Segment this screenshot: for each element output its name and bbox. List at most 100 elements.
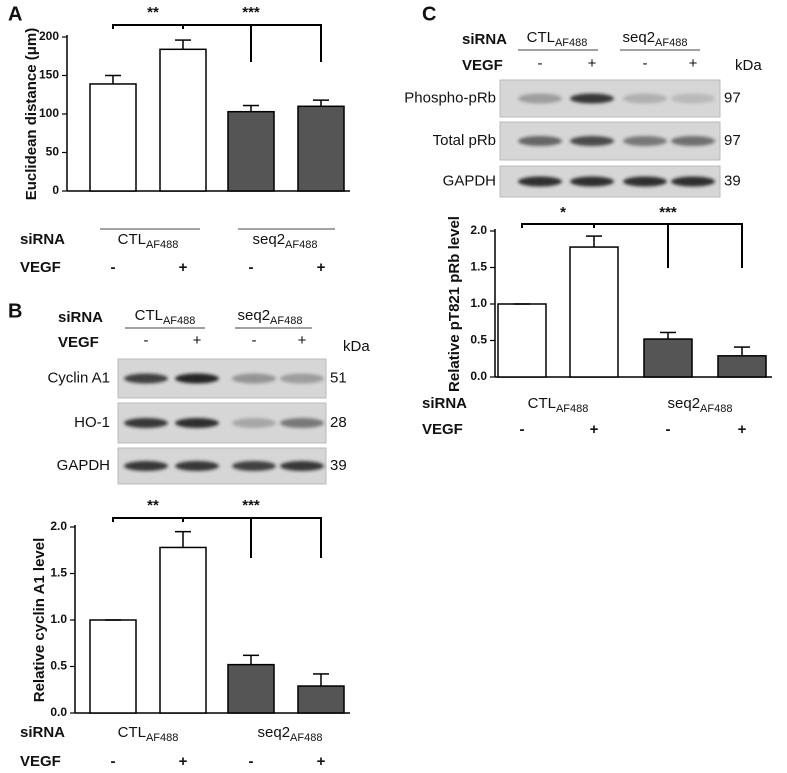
- y-tick-label: 1.0: [50, 612, 67, 626]
- group-name: CTL: [135, 307, 163, 324]
- category-axis-label: VEGF: [20, 259, 61, 276]
- lane-label: -: [643, 55, 648, 72]
- bar: [717, 355, 767, 378]
- sig-bracket: [112, 24, 184, 29]
- group-subscript: AF488: [146, 239, 178, 251]
- group-label: seq2AF488: [668, 395, 733, 415]
- bar: [227, 663, 275, 714]
- group-name: CTL: [118, 231, 146, 248]
- category-label: +: [590, 421, 599, 438]
- bar: [159, 546, 207, 714]
- group-label: seq2AF488: [253, 231, 318, 251]
- lane-label: +: [588, 55, 597, 72]
- group-subscript: AF488: [163, 315, 195, 327]
- group-label: seq2AF488: [238, 307, 303, 327]
- blot-row-label: Total pRb: [433, 132, 496, 149]
- error-bar: [243, 104, 259, 112]
- lane-label: +: [193, 332, 202, 349]
- bar: [159, 48, 207, 192]
- panel-letter: B: [8, 300, 22, 322]
- error-bar: [175, 530, 191, 548]
- group-label: seq2AF488: [623, 29, 688, 49]
- group-name: seq2: [258, 724, 291, 741]
- category-label: +: [317, 259, 326, 276]
- group-label: CTLAF488: [528, 395, 589, 415]
- blot-kda: 97: [724, 89, 741, 106]
- error-bar: [734, 346, 750, 356]
- group-name: seq2: [668, 395, 701, 412]
- blot-band: [124, 373, 168, 384]
- bar: [89, 619, 137, 714]
- blot-kda: 28: [330, 414, 347, 431]
- category-label: -: [666, 421, 671, 438]
- category-axis-label: VEGF: [20, 753, 61, 770]
- sig-label: ***: [242, 497, 260, 514]
- blot-row-label: Cyclin A1: [47, 369, 110, 386]
- bar: [497, 303, 547, 378]
- category-label: -: [111, 259, 116, 276]
- y-axis-label: Relative pT821 pRb level: [446, 216, 463, 392]
- blot-band: [518, 93, 562, 104]
- blot-band: [232, 373, 276, 384]
- kda-unit: kDa: [343, 338, 370, 355]
- group-name: seq2: [238, 307, 271, 324]
- lane-label: +: [298, 332, 307, 349]
- group-label: CTLAF488: [118, 724, 179, 744]
- bar: [297, 685, 345, 714]
- y-tick-label: 1.0: [470, 296, 487, 310]
- group-subscript: AF488: [655, 37, 687, 49]
- group-label: seq2AF488: [258, 724, 323, 744]
- y-axis-label: Euclidean distance (μm): [23, 28, 40, 201]
- kda-unit: kDa: [735, 57, 762, 74]
- group-subscript: AF488: [146, 732, 178, 744]
- group-axis-label: siRNA: [462, 31, 507, 48]
- group-subscript: AF488: [285, 239, 317, 251]
- y-axis-label: Relative cyclin A1 level: [31, 538, 48, 703]
- blot-band: [280, 461, 324, 471]
- lane-label: -: [144, 332, 149, 349]
- group-name: CTL: [527, 29, 555, 46]
- sig-bracket: [521, 223, 595, 228]
- blot-band: [671, 136, 715, 146]
- blot-kda: 97: [724, 132, 741, 149]
- category-label: -: [111, 753, 116, 770]
- blot-row-label: Phospho-pRb: [404, 89, 496, 106]
- bar: [89, 83, 137, 192]
- sig-bracket: [594, 223, 743, 268]
- y-tick-label: 0.0: [50, 705, 67, 719]
- group-name: CTL: [118, 724, 146, 741]
- y-tick-label: 200: [39, 29, 59, 43]
- group-subscript: AF488: [270, 315, 302, 327]
- sig-label: **: [147, 497, 159, 514]
- group-axis-label: siRNA: [20, 724, 65, 741]
- group-label: CTLAF488: [118, 231, 179, 251]
- blot-band: [175, 418, 219, 428]
- error-bar: [586, 235, 602, 248]
- sig-bracket: [183, 24, 322, 62]
- y-tick-label: 100: [39, 106, 59, 120]
- error-bar: [313, 673, 329, 687]
- blot-band: [124, 418, 168, 428]
- y-tick-label: 1.5: [50, 566, 67, 580]
- group-subscript: AF488: [700, 403, 732, 415]
- blot-row-label: HO-1: [74, 414, 110, 431]
- bar: [227, 110, 275, 192]
- panel-letter: A: [8, 3, 22, 25]
- group-label: CTLAF488: [527, 29, 588, 49]
- category-axis-label: VEGF: [462, 57, 503, 74]
- blot-row-label: GAPDH: [443, 172, 496, 189]
- y-tick-label: 2.0: [470, 223, 487, 237]
- blot-band: [623, 176, 667, 187]
- category-label: -: [249, 753, 254, 770]
- category-axis-label: VEGF: [422, 421, 463, 438]
- blot-band: [570, 176, 614, 187]
- blot-band: [671, 93, 715, 104]
- blot-band: [570, 93, 614, 104]
- category-label: +: [179, 753, 188, 770]
- group-name: seq2: [253, 231, 286, 248]
- sig-label: *: [560, 204, 566, 221]
- blot-band: [232, 418, 276, 428]
- error-bar: [243, 654, 259, 665]
- group-label: CTLAF488: [135, 307, 196, 327]
